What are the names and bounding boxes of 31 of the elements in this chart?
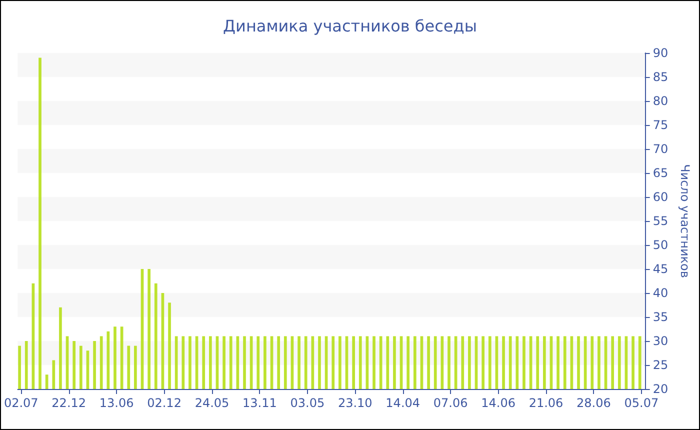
y-tick-label: 60 [652, 190, 668, 204]
x-tick-label: 23.10 [338, 396, 372, 410]
x-tick-label: 02.07 [4, 396, 38, 410]
x-tick-label: 05.07 [624, 396, 659, 410]
y-tick-label: 30 [652, 334, 668, 348]
y-axis-title: Число участников [678, 164, 692, 278]
y-tick-label: 65 [652, 166, 668, 180]
x-tick-label: 21.06 [528, 396, 564, 410]
y-tick-label: 35 [652, 310, 668, 324]
y-tick-label: 20 [652, 382, 668, 396]
x-tick-label: 03.05 [290, 396, 325, 410]
y-tick-label: 85 [652, 70, 668, 84]
x-tick-label: 22.12 [52, 396, 86, 410]
y-tick-label: 90 [652, 46, 668, 60]
y-tick-label: 75 [652, 118, 668, 132]
x-tick-label: 02.12 [147, 396, 182, 410]
y-tick-label: 50 [652, 238, 668, 252]
x-tick-label: 14.06 [481, 396, 516, 410]
y-tick-label: 80 [652, 94, 668, 108]
y-tick-label: 70 [652, 142, 668, 156]
y-tick-label: 55 [652, 214, 668, 228]
y-tick-label: 45 [652, 262, 668, 276]
chart-title: Динамика участников беседы [223, 16, 477, 36]
x-tick-label: 07.06 [433, 396, 468, 410]
x-tick-label: 28.06 [576, 396, 611, 410]
y-tick-label: 25 [652, 358, 668, 372]
x-tick-label: 24.05 [194, 396, 230, 410]
x-tick-label: 14.04 [386, 396, 420, 410]
x-tick-label: 13.11 [242, 396, 277, 410]
y-tick-label: 40 [652, 286, 668, 300]
x-tick-label: 13.06 [99, 396, 134, 410]
